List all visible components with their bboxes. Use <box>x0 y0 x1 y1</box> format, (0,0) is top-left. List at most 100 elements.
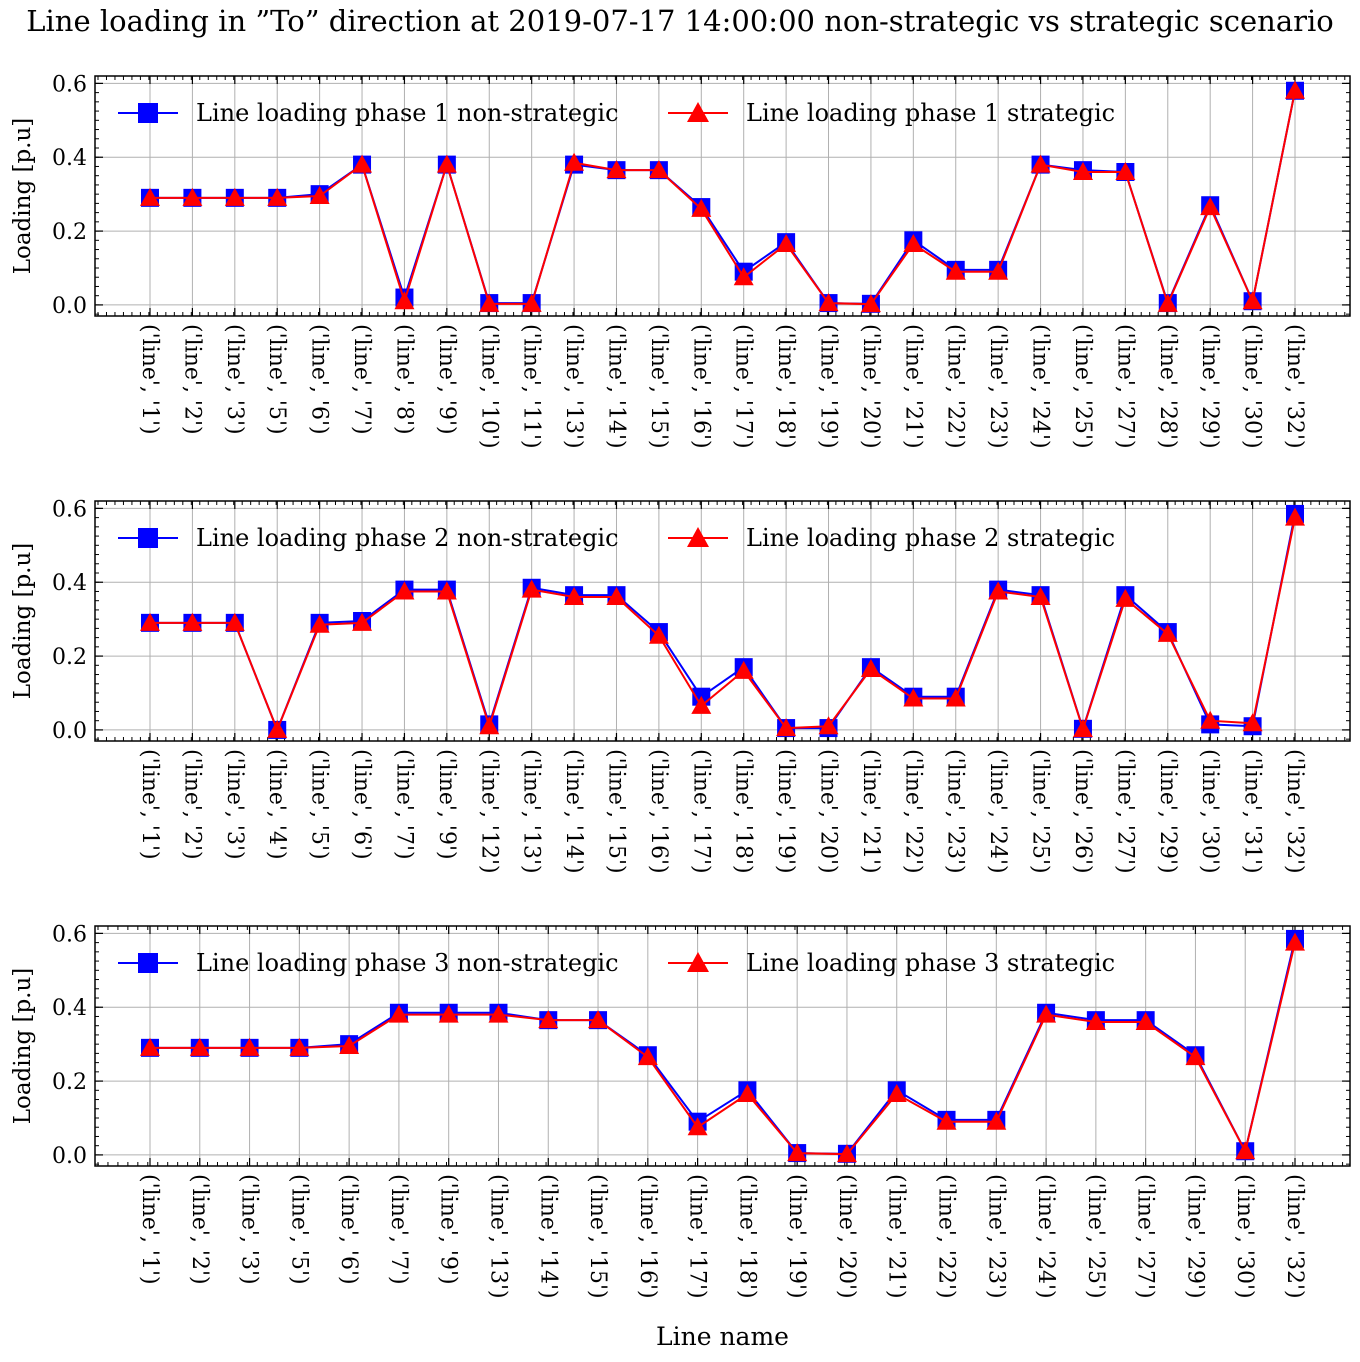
x-tick-label: ('line', '16') <box>646 749 671 874</box>
data-point-triangle <box>239 1037 260 1056</box>
x-tick-label: ('line', '17') <box>688 749 713 874</box>
x-tick-label: ('line', '17') <box>731 324 756 449</box>
x-tick-label: ('line', '24') <box>985 749 1010 874</box>
x-tick-label: ('line', '17') <box>685 1174 710 1299</box>
data-point-triangle <box>1285 80 1305 99</box>
x-tick-label: ('line', '16') <box>635 1174 660 1299</box>
x-tick-label: ('line', '9') <box>434 749 459 860</box>
x-tick-label: ('line', '1') <box>137 1174 162 1285</box>
x-tick-label: ('line', '14') <box>535 1174 560 1299</box>
x-tick-label: ('line', '24') <box>1028 324 1053 449</box>
data-point-triangle <box>479 293 500 312</box>
x-tick-label: ('line', '20') <box>858 324 883 449</box>
x-tick-label: ('line', '8') <box>391 324 416 435</box>
data-point-triangle <box>1036 1004 1057 1023</box>
y-tick-label: 0.0 <box>52 1144 87 1169</box>
x-tick-label: ('line', '6') <box>307 324 332 435</box>
data-point-triangle <box>986 1111 1007 1130</box>
data-point-triangle <box>224 612 245 631</box>
data-point-triangle <box>479 716 500 735</box>
y-axis-label: Loading [p.u] <box>10 968 36 1125</box>
data-point-triangle <box>737 1084 758 1102</box>
series-line <box>150 517 1296 733</box>
data-point-triangle <box>289 1037 310 1056</box>
axes-frame <box>94 500 1351 742</box>
data-point-triangle <box>267 719 288 738</box>
data-point-triangle <box>564 587 585 605</box>
x-tick-label: ('line', '26') <box>1070 749 1095 874</box>
data-point-triangle <box>936 1111 957 1130</box>
legend-label: Line loading phase 2 non-strategic <box>196 524 619 552</box>
data-point-triangle <box>945 261 966 280</box>
data-point-triangle <box>1157 293 1178 312</box>
data-point-triangle <box>903 234 924 252</box>
data-point-triangle <box>903 688 924 707</box>
data-point-triangle <box>1135 1012 1156 1030</box>
legend-marker-square <box>138 103 158 123</box>
data-point-triangle <box>521 293 542 312</box>
data-point-triangle <box>352 612 373 631</box>
legend-marker-triangle <box>687 527 709 547</box>
data-point-triangle <box>1242 291 1263 310</box>
series-line <box>150 942 1296 1156</box>
x-tick-label: ('line', '2') <box>179 749 204 860</box>
data-point-triangle <box>352 154 373 173</box>
y-tick-label: 0.6 <box>52 72 87 97</box>
x-tick-label: ('line', '15') <box>646 324 671 449</box>
data-point-triangle <box>521 579 542 598</box>
x-tick-label: ('line', '2') <box>179 324 204 435</box>
data-point-triangle <box>436 154 457 173</box>
x-tick-label: ('line', '24') <box>1033 1174 1058 1299</box>
y-tick-label: 0.4 <box>52 571 87 596</box>
y-tick-label: 0.0 <box>52 719 87 744</box>
data-point-triangle <box>189 1037 210 1056</box>
subplot-1: 0.0 0.2 0.4 0.6 ('line', '1') ('line', '2') ('… <box>10 72 1351 449</box>
data-point-triangle <box>648 160 669 179</box>
x-tick-label: ('line', '15') <box>603 749 628 874</box>
data-point-triangle <box>637 1047 658 1066</box>
x-tick-label: ('line', '29') <box>1182 1174 1207 1299</box>
x-tick-label: ('line', '28') <box>1155 324 1180 449</box>
data-point-triangle <box>488 1004 509 1023</box>
x-tick-label: ('line', '9') <box>434 324 459 435</box>
x-tick-label: ('line', '30') <box>1232 1174 1257 1299</box>
data-point-triangle <box>988 581 1009 600</box>
data-point-triangle <box>1157 623 1178 642</box>
data-point-triangle <box>836 1144 857 1163</box>
x-tick-label: ('line', '18') <box>734 1174 759 1299</box>
data-point-triangle <box>1115 162 1136 180</box>
x-tick-label: ('line', '32') <box>1282 324 1307 449</box>
x-tick-label: ('line', '18') <box>773 324 798 449</box>
data-point-triangle <box>860 659 881 677</box>
x-tick-label: ('line', '12') <box>476 749 501 874</box>
data-point-triangle <box>1072 719 1093 738</box>
x-tick-label: ('line', '23') <box>983 1174 1008 1299</box>
axes-frame <box>94 75 1351 317</box>
x-tick-label: ('line', '14') <box>603 324 628 449</box>
x-tick-label: ('line', '7') <box>386 1174 411 1285</box>
x-tick-label: ('line', '4') <box>264 749 289 860</box>
x-tick-label: ('line', '13') <box>519 749 544 874</box>
x-tick-label: ('line', '27') <box>1112 749 1137 874</box>
legend-marker-triangle <box>687 102 709 122</box>
data-point-triangle <box>309 186 330 204</box>
data-point-triangle <box>182 612 203 631</box>
x-tick-label: ('line', '1') <box>137 324 162 435</box>
x-tick-label: ('line', '14') <box>561 749 586 874</box>
y-axis-label: Loading [p.u] <box>10 543 36 700</box>
x-tick-label: ('line', '7') <box>391 749 416 860</box>
x-tick-label: ('line', '31') <box>1240 749 1265 874</box>
x-tick-label: ('line', '22') <box>943 324 968 449</box>
x-tick-label: ('line', '5') <box>307 749 332 860</box>
x-tick-label: ('line', '10') <box>476 324 501 449</box>
data-point-triangle <box>1235 1141 1256 1160</box>
legend-marker-square <box>138 953 158 973</box>
x-tick-label: ('line', '25') <box>1070 324 1095 449</box>
x-tick-label: ('line', '5') <box>264 324 289 435</box>
data-point-triangle <box>818 293 839 312</box>
data-point-triangle <box>687 1117 708 1136</box>
x-tick-label: ('line', '25') <box>1028 749 1053 874</box>
y-tick-label: 0.6 <box>52 922 87 947</box>
y-tick-label: 0.0 <box>52 294 87 319</box>
